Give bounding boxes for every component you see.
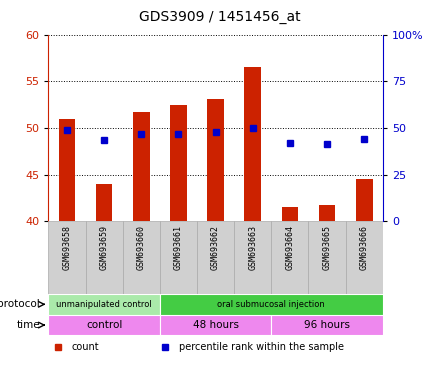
Text: GSM693660: GSM693660 xyxy=(137,225,146,270)
FancyBboxPatch shape xyxy=(271,221,308,294)
FancyBboxPatch shape xyxy=(308,221,346,294)
Text: GSM693659: GSM693659 xyxy=(99,225,109,270)
Bar xyxy=(282,207,298,221)
Text: GSM693661: GSM693661 xyxy=(174,225,183,270)
Text: time: time xyxy=(17,320,40,330)
Text: count: count xyxy=(72,342,99,352)
FancyBboxPatch shape xyxy=(197,221,234,294)
FancyBboxPatch shape xyxy=(346,221,383,294)
Bar xyxy=(133,112,150,221)
FancyBboxPatch shape xyxy=(160,315,271,336)
FancyBboxPatch shape xyxy=(85,221,123,294)
Text: oral submucosal injection: oral submucosal injection xyxy=(217,300,325,309)
FancyBboxPatch shape xyxy=(234,221,271,294)
Text: GSM693658: GSM693658 xyxy=(62,225,71,270)
Text: 96 hours: 96 hours xyxy=(304,320,350,330)
Bar xyxy=(319,205,335,221)
Bar xyxy=(207,99,224,221)
Bar xyxy=(244,67,261,221)
Text: percentile rank within the sample: percentile rank within the sample xyxy=(179,342,344,352)
Text: 48 hours: 48 hours xyxy=(193,320,238,330)
FancyBboxPatch shape xyxy=(123,221,160,294)
FancyBboxPatch shape xyxy=(48,315,160,336)
Text: GDS3909 / 1451456_at: GDS3909 / 1451456_at xyxy=(139,10,301,23)
Text: GSM693664: GSM693664 xyxy=(286,225,294,270)
Bar xyxy=(59,119,75,221)
Text: GSM693665: GSM693665 xyxy=(323,225,332,270)
Text: control: control xyxy=(86,320,122,330)
Bar xyxy=(170,104,187,221)
FancyBboxPatch shape xyxy=(271,315,383,336)
FancyBboxPatch shape xyxy=(160,221,197,294)
Text: GSM693662: GSM693662 xyxy=(211,225,220,270)
FancyBboxPatch shape xyxy=(48,294,160,315)
Text: GSM693663: GSM693663 xyxy=(248,225,257,270)
Text: unmanipulated control: unmanipulated control xyxy=(56,300,152,309)
Text: GSM693666: GSM693666 xyxy=(360,225,369,270)
FancyBboxPatch shape xyxy=(48,221,85,294)
FancyBboxPatch shape xyxy=(160,294,383,315)
Bar xyxy=(356,179,373,221)
Text: protocol: protocol xyxy=(0,299,40,310)
Bar xyxy=(96,184,113,221)
